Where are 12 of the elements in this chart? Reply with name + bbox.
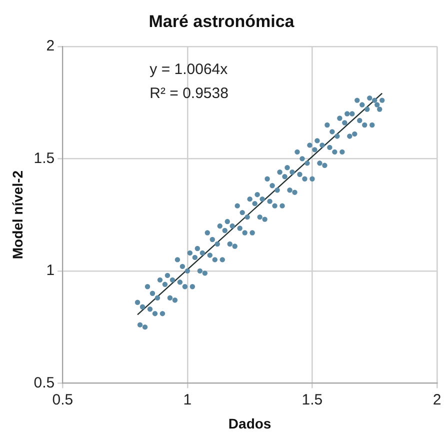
y-axis-title: Model nível-2	[9, 170, 26, 260]
annotation: y = 1.0064x	[150, 61, 228, 78]
x-tick-label: 2	[432, 391, 442, 408]
chart-title: Maré astronómica	[148, 12, 295, 31]
y-tick-label: 0.5	[34, 374, 55, 392]
y-tick-label: 1.5	[34, 150, 55, 167]
y-tick-label: 2	[46, 38, 55, 55]
annotation: R² = 0.9538	[150, 85, 228, 102]
x-tick-label: 1.5	[302, 391, 323, 408]
x-tick-label: 1	[183, 391, 192, 408]
y-tick-label: 1	[46, 262, 55, 280]
x-axis-title: Dados	[228, 415, 272, 432]
